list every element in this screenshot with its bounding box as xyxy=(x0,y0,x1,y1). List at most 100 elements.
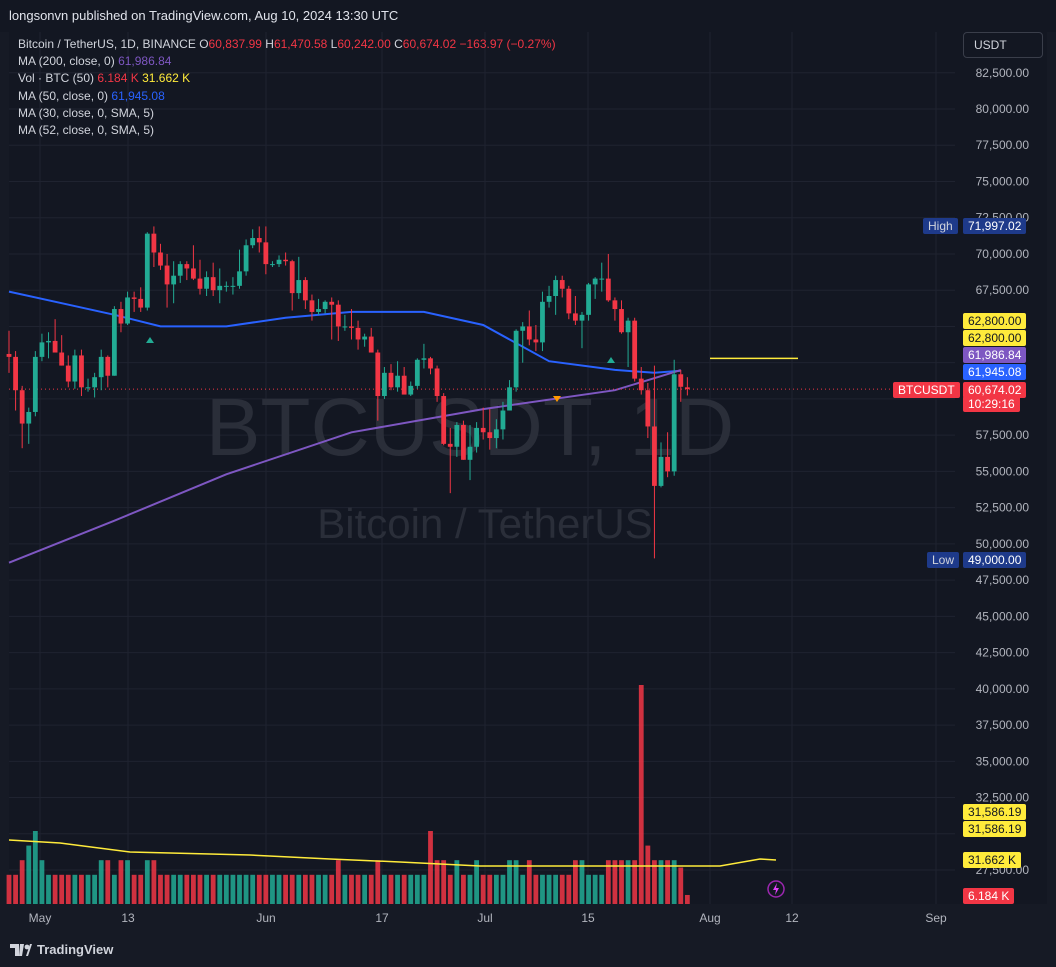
price-axis: 82,500.0080,000.0077,500.0075,000.0072,5… xyxy=(976,66,1030,877)
legend-ma52[interactable]: MA (52, close, 0, SMA, 5) xyxy=(18,123,155,138)
price-tick-label: 82,500.00 xyxy=(976,66,1030,80)
candle xyxy=(204,271,209,296)
volume-bar xyxy=(461,874,466,904)
legend-symbol[interactable]: Bitcoin / TetherUS, 1D, BINANCE xyxy=(18,37,196,51)
candle-body xyxy=(388,372,394,388)
candle-body xyxy=(111,309,117,376)
volume-bar xyxy=(428,831,433,904)
tradingview-logo[interactable]: TradingView xyxy=(10,942,113,957)
candle-body xyxy=(72,355,78,382)
candle-body xyxy=(263,242,269,265)
candle-body xyxy=(342,326,348,328)
lightning-ring xyxy=(767,880,785,898)
candle xyxy=(26,407,32,444)
candle-body xyxy=(6,353,12,357)
price-tick-label: 42,500.00 xyxy=(976,646,1030,660)
volume-bar xyxy=(612,860,618,904)
candle xyxy=(125,291,130,325)
volume-bar xyxy=(296,874,302,904)
lightning-bolt xyxy=(773,883,779,895)
time-tick-label: Aug xyxy=(699,911,720,925)
buy-signal-marker xyxy=(607,357,615,363)
candle-body xyxy=(302,280,308,301)
candle xyxy=(559,275,565,298)
candle xyxy=(92,372,98,398)
candle xyxy=(98,349,104,391)
candle xyxy=(401,367,407,395)
candle xyxy=(111,306,117,376)
candle-body xyxy=(349,326,354,328)
volume-bar xyxy=(447,874,453,904)
legend-change: −163.97 (−0.27%) xyxy=(459,37,556,51)
candle-body xyxy=(368,336,374,353)
legend-h-label: H xyxy=(265,37,274,51)
vma-badge-2: 31,586.19 xyxy=(963,821,1027,837)
candle-body xyxy=(513,330,519,388)
candle xyxy=(632,317,638,382)
candle-body xyxy=(32,356,38,412)
legend-ma200[interactable]: MA (200, close, 0) 61,986.84 xyxy=(18,53,556,70)
volume-bar xyxy=(144,860,150,904)
candle xyxy=(19,385,25,449)
volume-bar xyxy=(335,860,341,904)
volume-bar xyxy=(520,874,526,904)
candle-body xyxy=(586,284,591,315)
candle-body xyxy=(553,280,559,296)
candle-body xyxy=(309,300,315,312)
volume-ma-line xyxy=(8,839,777,867)
candle xyxy=(329,297,335,340)
currency-button[interactable]: USDT xyxy=(963,32,1043,58)
candle-body xyxy=(652,426,657,486)
candle xyxy=(684,377,690,396)
candle xyxy=(368,327,374,353)
time-tick-label: Jul xyxy=(477,911,492,925)
volume-bar xyxy=(158,874,163,904)
volume-bar xyxy=(684,894,690,904)
candle xyxy=(105,355,111,388)
candle-body xyxy=(118,309,124,324)
price-tick-label: 80,000.00 xyxy=(976,102,1030,116)
candle xyxy=(540,291,545,352)
candle-body xyxy=(605,278,611,301)
candle-body xyxy=(625,320,631,333)
candle xyxy=(599,262,605,292)
candle-body xyxy=(144,233,150,308)
candle-body xyxy=(362,336,368,340)
candle xyxy=(526,310,532,346)
candle xyxy=(237,249,242,289)
candle xyxy=(467,425,473,481)
time-tick-label: Jun xyxy=(256,911,275,925)
candle-body xyxy=(533,339,539,343)
legend-volume[interactable]: Vol · BTC (50) 6.184 K 31.662 K xyxy=(18,70,556,87)
volume-bar xyxy=(368,874,374,904)
candle-body xyxy=(678,374,684,387)
candle-body xyxy=(658,456,664,486)
volume-ma-badge: 31.662 K xyxy=(963,852,1022,868)
legend-vol-value: 6.184 K xyxy=(97,71,139,86)
legend-l-label: L xyxy=(330,37,338,51)
candle xyxy=(638,367,644,395)
legend-ma50-value: 61,945.08 xyxy=(111,88,165,103)
candle-body xyxy=(98,356,104,378)
symbol-badge: BTCUSDT xyxy=(893,382,960,398)
candle-body xyxy=(85,387,91,389)
candle-body xyxy=(382,372,387,397)
chart-area[interactable] xyxy=(9,32,1047,904)
price-tick-label: 50,000.00 xyxy=(976,537,1030,551)
candle xyxy=(263,226,269,275)
candle xyxy=(85,378,91,392)
candle-body xyxy=(408,385,414,395)
candle-body xyxy=(237,271,242,286)
candle-body xyxy=(684,387,690,390)
candle-body xyxy=(39,342,45,357)
volume-bar xyxy=(401,874,407,904)
candle xyxy=(579,311,585,349)
volume-bar xyxy=(72,874,78,904)
legend-ma30[interactable]: MA (30, close, 0, SMA, 5) xyxy=(18,105,155,120)
price-tick-label: 35,000.00 xyxy=(976,754,1030,768)
legend-c-label: C xyxy=(394,37,403,51)
candle xyxy=(335,300,341,341)
legend-ma50[interactable]: MA (50, close, 0) 61,945.08 xyxy=(18,88,556,105)
volume-bar xyxy=(625,860,631,904)
